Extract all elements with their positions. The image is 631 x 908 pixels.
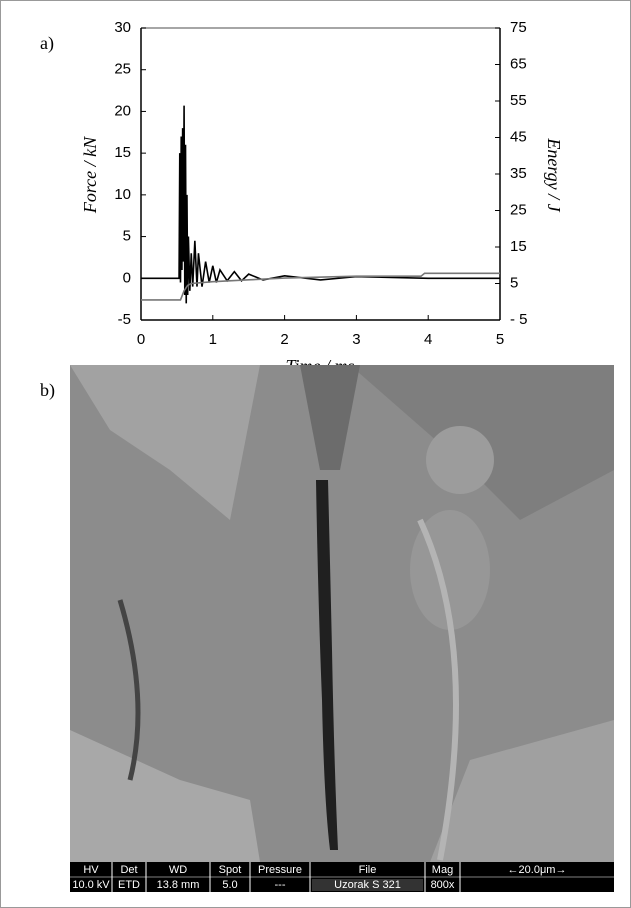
y-tick-label: 30 bbox=[114, 19, 131, 36]
x-tick-label: 4 bbox=[424, 331, 432, 348]
y2-tick-label: 5 bbox=[510, 274, 518, 291]
y2-tick-label: - 5 bbox=[510, 311, 528, 328]
y2-tick-label: 45 bbox=[510, 128, 527, 145]
y-tick-label: 25 bbox=[114, 61, 131, 78]
y-tick-label: 15 bbox=[114, 144, 131, 161]
data-line bbox=[141, 105, 500, 304]
x-tick-label: 2 bbox=[280, 331, 288, 348]
y-tick-label: -5 bbox=[118, 311, 131, 328]
y-tick-label: 10 bbox=[114, 186, 131, 203]
panel-label: a) bbox=[40, 33, 54, 54]
info-header: WD bbox=[169, 864, 187, 876]
sem-image bbox=[70, 365, 614, 862]
info-header: Pressure bbox=[258, 864, 302, 876]
y2-tick-label: 35 bbox=[510, 165, 527, 182]
y2-axis-label: Energy / J bbox=[544, 137, 564, 212]
info-header: Spot bbox=[219, 864, 242, 876]
panel-label: b) bbox=[40, 380, 55, 401]
y-tick-label: 5 bbox=[123, 228, 131, 245]
info-header: File bbox=[359, 864, 377, 876]
y-axis-label: Force / kN bbox=[80, 136, 100, 214]
y2-tick-label: 55 bbox=[510, 92, 527, 109]
info-value: 10.0 kV bbox=[72, 879, 110, 891]
y2-tick-label: 25 bbox=[510, 201, 527, 218]
info-header: Mag bbox=[432, 864, 453, 876]
y2-tick-label: 15 bbox=[510, 238, 527, 255]
info-value: 13.8 mm bbox=[157, 879, 200, 891]
y2-tick-label: 75 bbox=[510, 19, 527, 36]
info-value: Uzorak S 321 bbox=[334, 879, 401, 891]
info-header: ←20.0μm→ bbox=[508, 864, 567, 876]
info-value: --- bbox=[275, 879, 286, 891]
info-value: 800x bbox=[431, 879, 455, 891]
x-tick-label: 3 bbox=[352, 331, 360, 348]
x-tick-label: 5 bbox=[496, 331, 504, 348]
info-header: HV bbox=[83, 864, 99, 876]
data-line bbox=[141, 272, 500, 301]
y2-tick-label: 65 bbox=[510, 55, 527, 72]
y-tick-label: 20 bbox=[114, 102, 131, 119]
info-value: 5.0 bbox=[222, 879, 237, 891]
info-header: Det bbox=[120, 864, 137, 876]
x-tick-label: 1 bbox=[209, 331, 217, 348]
y-tick-label: 0 bbox=[123, 269, 131, 286]
file-cell bbox=[312, 879, 423, 891]
x-tick-label: 0 bbox=[137, 331, 145, 348]
info-value: ETD bbox=[118, 879, 140, 891]
